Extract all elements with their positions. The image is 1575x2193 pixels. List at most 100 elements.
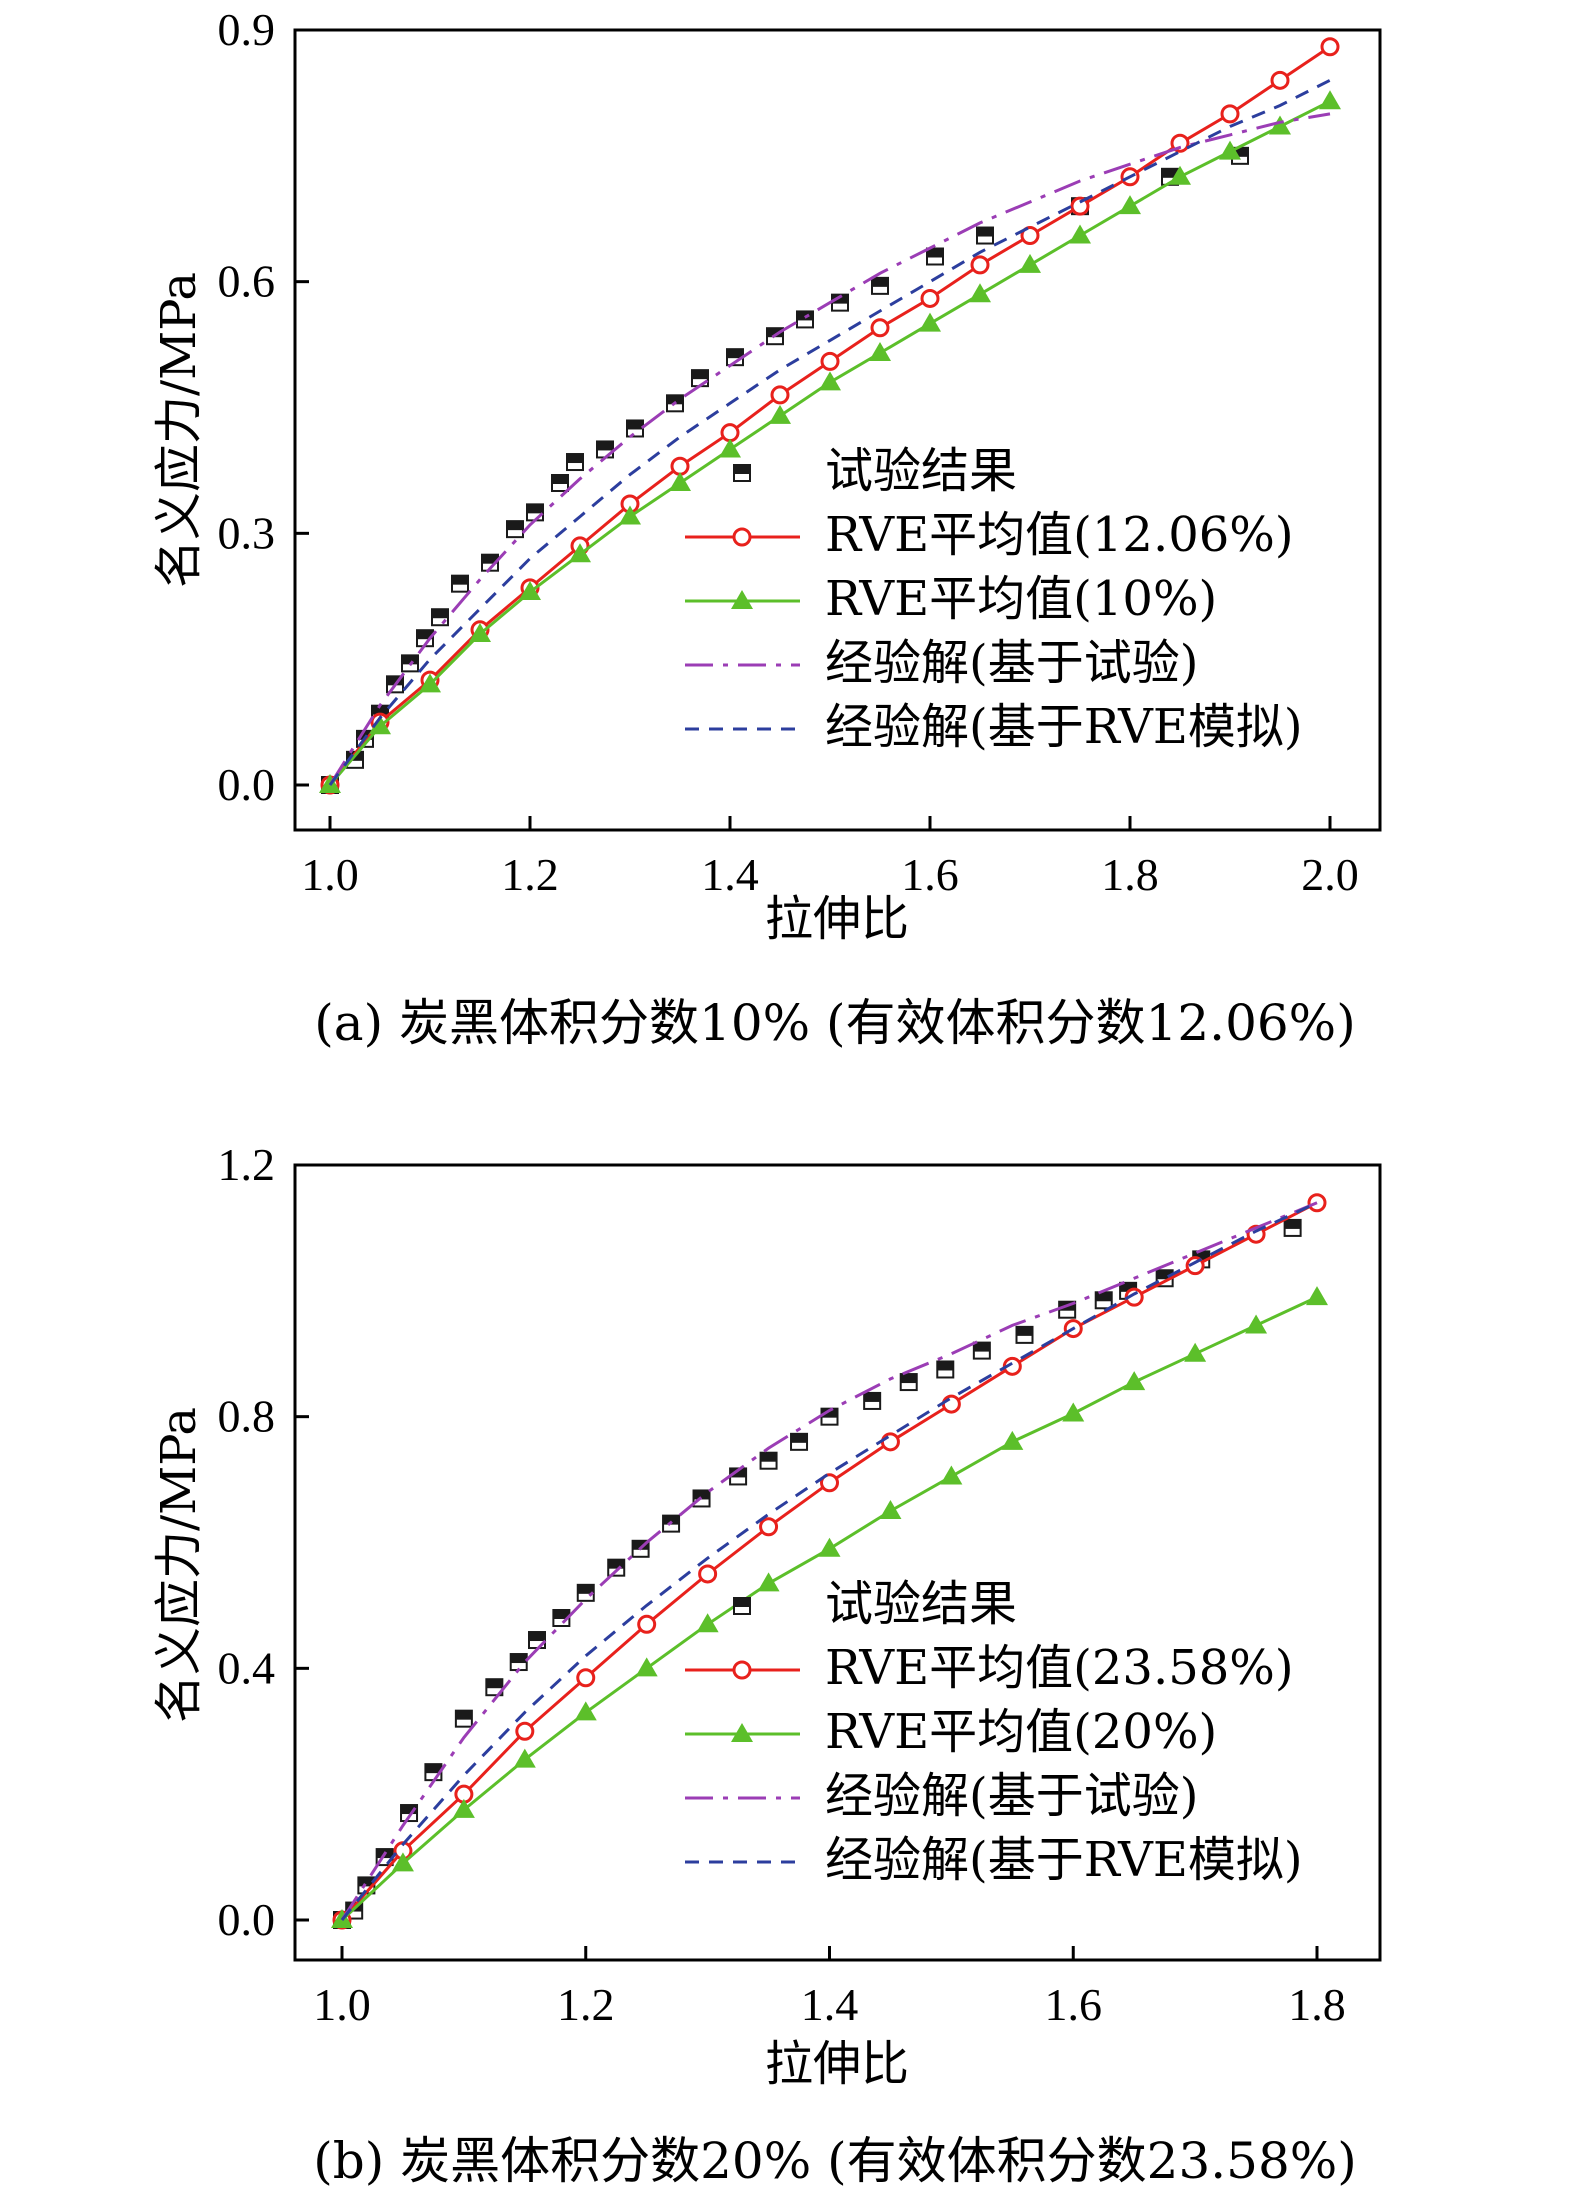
data-point <box>863 1391 882 1410</box>
data-point <box>576 1583 595 1602</box>
x-tick-label: 1.2 <box>557 1979 615 2030</box>
data-point <box>796 310 814 329</box>
legend-item: 经验解(基于RVE模拟) <box>685 699 1303 755</box>
data-point <box>818 1537 841 1557</box>
x-tick-label: 1.6 <box>1045 1979 1103 2030</box>
data-point <box>419 673 441 693</box>
legend-marker <box>732 1660 752 1680</box>
data-point <box>452 1798 475 1818</box>
data-point <box>1015 1325 1034 1344</box>
data-point <box>1069 224 1091 244</box>
legend-label: RVE平均值(20%) <box>825 1704 1217 1760</box>
series-line <box>340 1201 1318 1921</box>
data-point <box>869 341 891 361</box>
data-point <box>485 1678 504 1697</box>
y-tick-label: 1.2 <box>218 1139 276 1190</box>
y-tick-label: 0.9 <box>218 4 276 55</box>
data-point <box>790 1432 809 1451</box>
legend-a: 试验结果 RVE平均值(12.06%) RVE平均值(10%) 经验解(基于试验) 经验… <box>685 443 1303 755</box>
caption-b: (b) 炭黑体积分数20% (有效体积分数23.58%) <box>313 2132 1357 2190</box>
chart-panel-a: 1.0 1.2 1.4 1.6 1.8 2.0 0.0 0.3 0.6 0.9 拉伸比 名义应力/… <box>151 4 1382 1052</box>
axis-ticks-b: 1.0 1.2 1.4 1.6 1.8 0.0 0.4 0.8 1.2 <box>218 1139 1346 2030</box>
data-point <box>970 255 990 275</box>
series-3 <box>319 90 1341 793</box>
chart-panel-b: 1.0 1.2 1.4 1.6 1.8 0.0 0.4 0.8 1.2 拉伸比 名义应力/MPa… <box>151 1139 1382 2190</box>
series-5 <box>340 1201 1318 1921</box>
data-point <box>569 543 591 563</box>
legend-marker <box>733 1597 751 1615</box>
y-tick-label: 0.8 <box>218 1391 276 1442</box>
series-4 <box>328 112 1331 786</box>
data-point <box>1245 1314 1268 1334</box>
x-tick-label: 1.0 <box>301 849 359 900</box>
plot-frame-a <box>293 28 1382 832</box>
data-point <box>515 1721 535 1741</box>
data-point <box>1306 1286 1328 1306</box>
data-point <box>926 247 944 266</box>
legend-item: RVE平均值(23.58%) <box>685 1640 1294 1696</box>
data-point <box>574 1701 597 1721</box>
legend-marker <box>733 464 751 482</box>
data-point <box>1219 140 1241 160</box>
x-tick-label: 1.4 <box>701 849 759 900</box>
data-point <box>506 520 524 539</box>
legend-item: 经验解(基于试验) <box>685 1768 1198 1824</box>
y-axis-label-a: 名义应力/MPa <box>151 272 207 588</box>
data-point <box>1320 37 1340 57</box>
y-tick-label: 0.0 <box>218 759 276 810</box>
y-tick-label: 0.0 <box>218 1894 276 1945</box>
data-point <box>1062 1402 1085 1422</box>
legend-label: RVE平均值(12.06%) <box>825 507 1294 563</box>
data-point <box>1119 195 1141 215</box>
data-point <box>1307 1193 1327 1213</box>
data-point <box>870 318 890 338</box>
data-point <box>770 385 790 405</box>
x-tick-label: 1.6 <box>901 849 959 900</box>
data-point <box>431 608 449 627</box>
data-point <box>941 1394 961 1414</box>
data-point <box>576 1668 596 1688</box>
data-point <box>670 456 690 476</box>
legend-item: 试验结果 <box>733 1576 1017 1632</box>
series-line <box>340 1201 1318 1921</box>
data-point <box>879 1500 902 1520</box>
series-5 <box>328 78 1331 786</box>
series-group-b <box>331 1193 1328 1930</box>
legend-label: 经验解(基于试验) <box>825 1768 1198 1824</box>
legend-item: 试验结果 <box>733 443 1017 499</box>
data-point <box>698 1564 718 1584</box>
data-point <box>976 226 994 245</box>
data-point <box>1283 1218 1302 1237</box>
legend-label: 试验结果 <box>825 1576 1017 1632</box>
x-tick-label: 1.0 <box>313 1979 371 2030</box>
x-tick-label: 1.8 <box>1101 849 1159 900</box>
y-axis-label-b: 名义应力/MPa <box>151 1407 207 1723</box>
data-point <box>1220 104 1240 124</box>
legend-item: 经验解(基于试验) <box>685 635 1198 691</box>
y-tick-label: 0.3 <box>218 507 276 558</box>
data-point <box>619 505 641 525</box>
data-point <box>919 312 941 332</box>
data-point <box>757 1572 780 1592</box>
series-1 <box>321 146 1249 794</box>
data-point <box>940 1465 963 1485</box>
legend-label: RVE平均值(10%) <box>825 571 1217 627</box>
data-point <box>1070 196 1090 216</box>
data-point <box>1020 226 1040 246</box>
series-4 <box>340 1201 1318 1921</box>
data-point <box>899 1373 918 1392</box>
series-line <box>328 78 1331 786</box>
data-point <box>1184 1342 1207 1362</box>
data-point <box>1269 115 1291 135</box>
x-axis-label-a: 拉伸比 <box>765 891 909 947</box>
data-point <box>871 276 889 295</box>
x-tick-label: 1.2 <box>501 849 559 900</box>
legend-label: 经验解(基于RVE模拟) <box>825 699 1303 755</box>
data-point <box>759 1451 778 1470</box>
legend-marker <box>731 1723 753 1742</box>
data-point <box>1169 165 1191 185</box>
data-point <box>637 1614 657 1634</box>
legend-item: RVE平均值(12.06%) <box>685 507 1294 563</box>
data-point <box>607 1558 626 1577</box>
